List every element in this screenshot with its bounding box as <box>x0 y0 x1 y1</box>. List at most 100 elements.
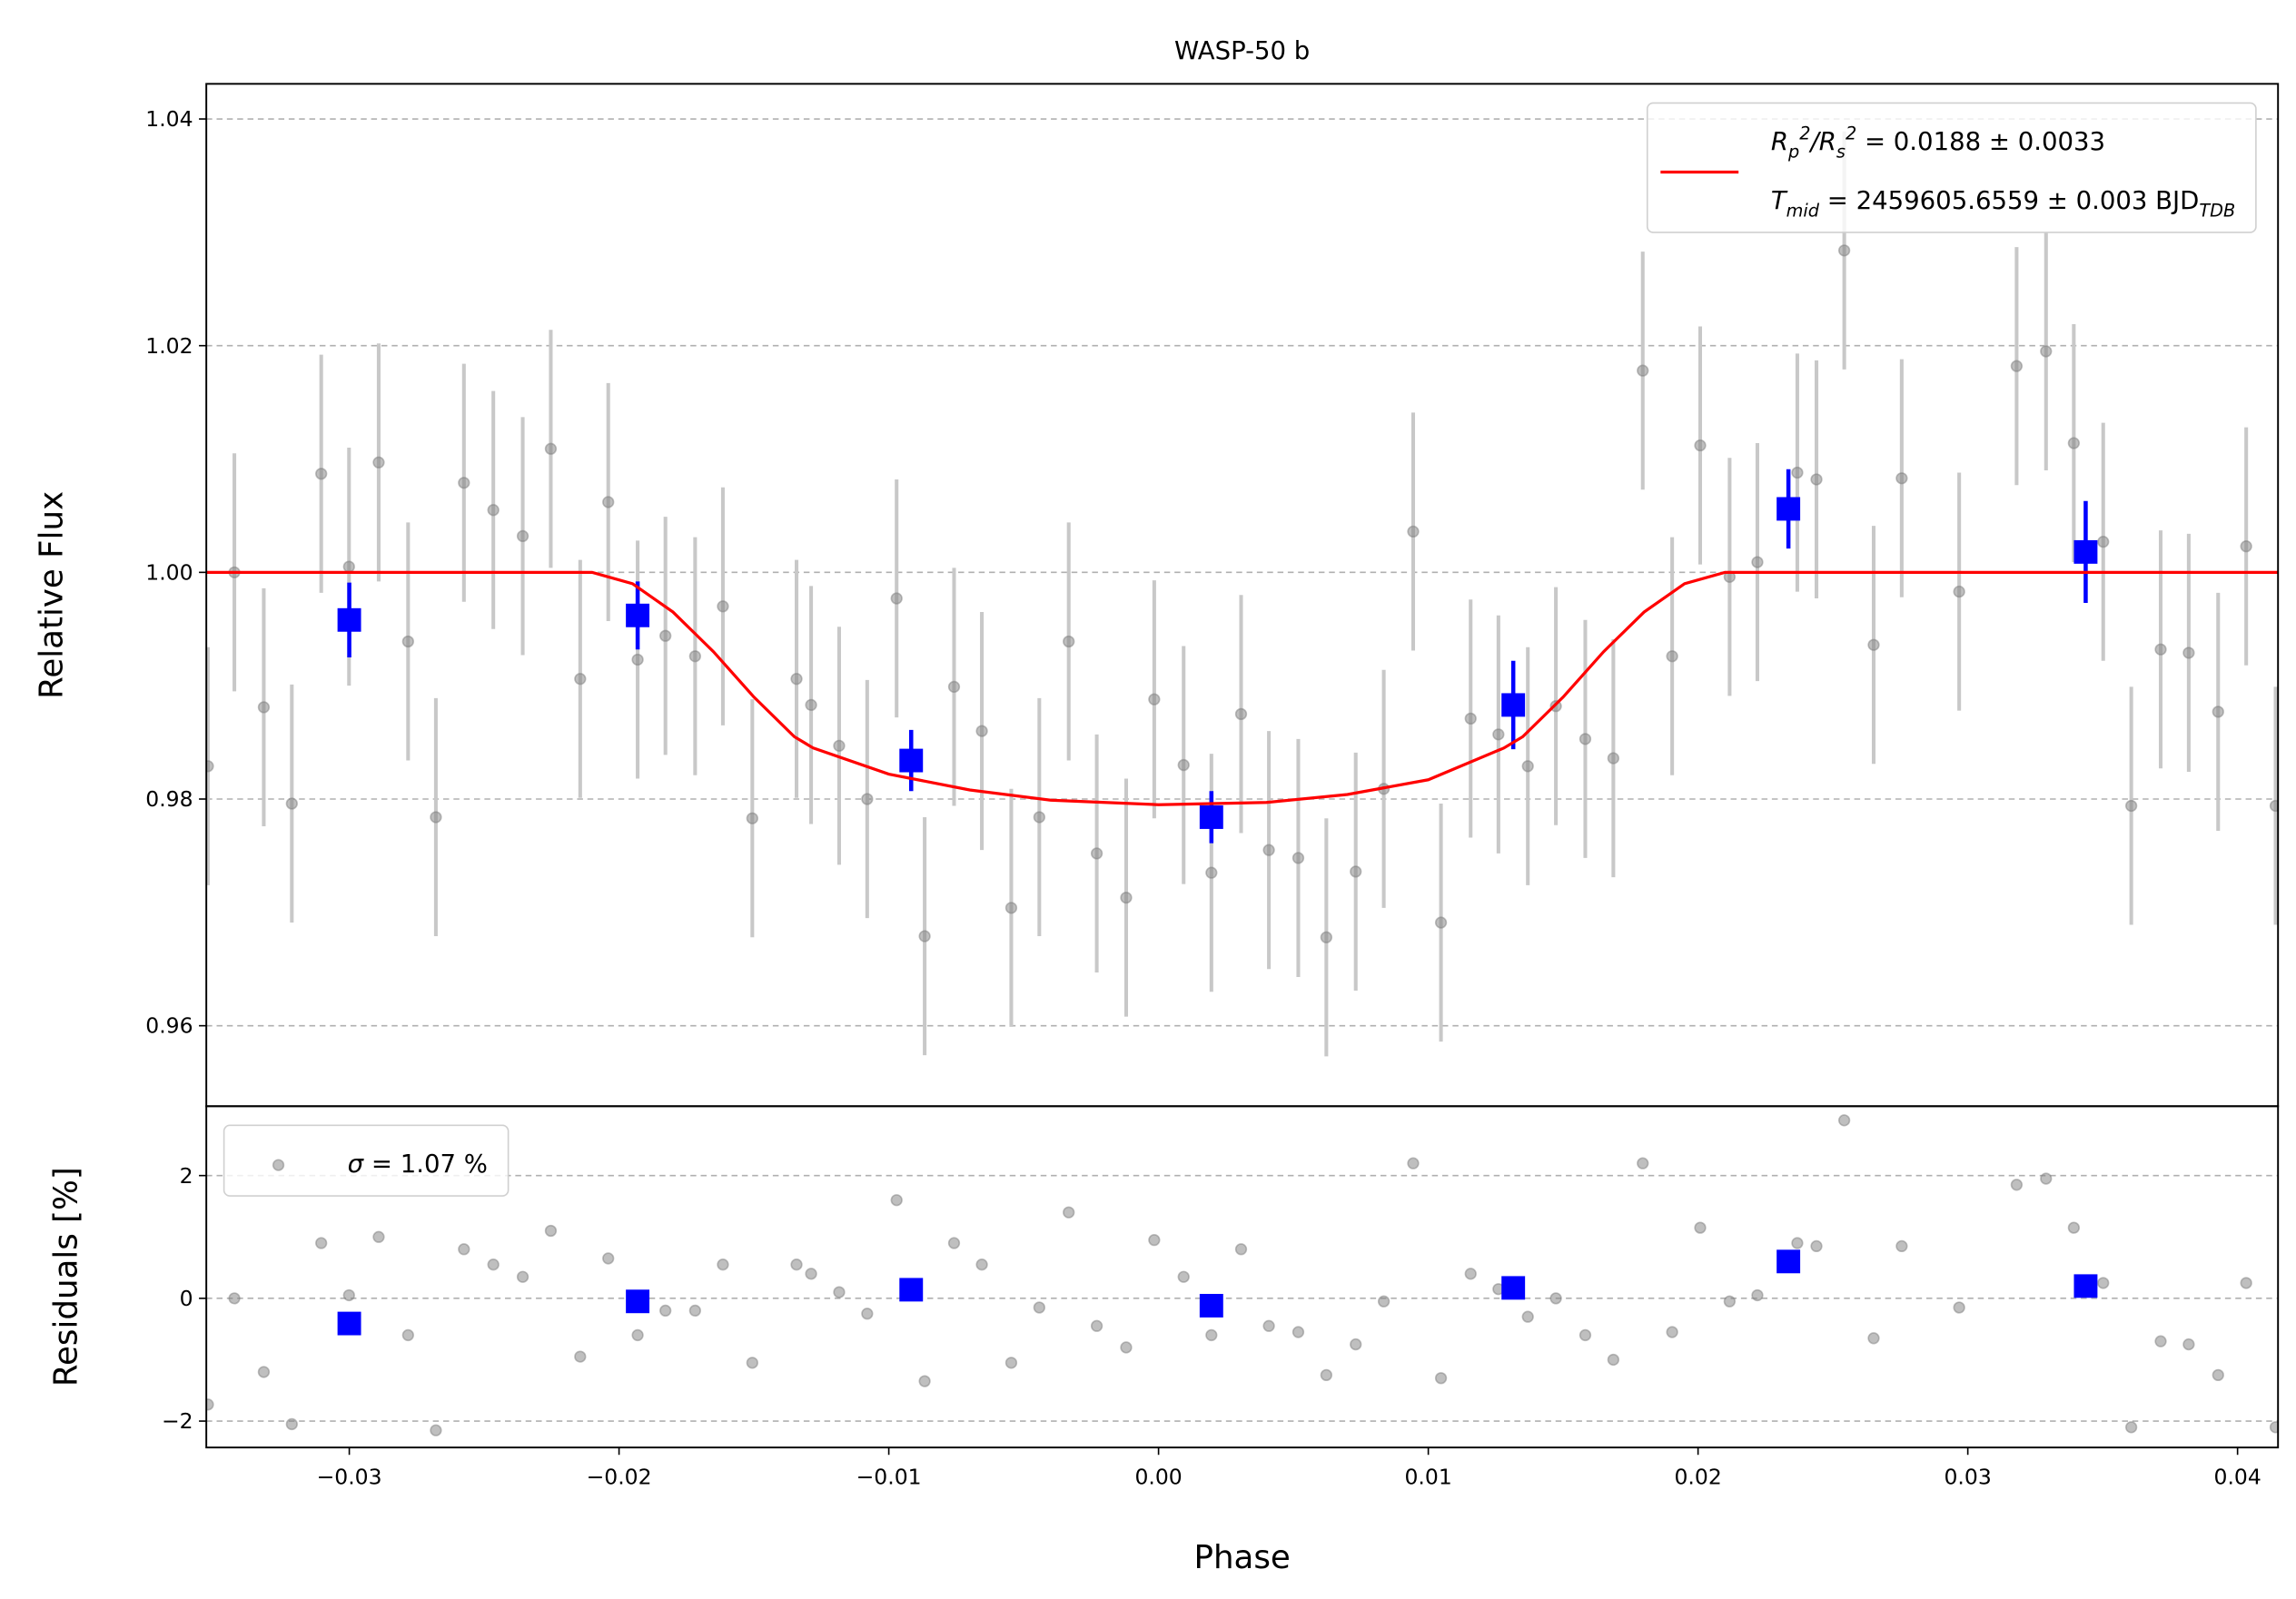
data-point <box>1292 1326 1305 1338</box>
data-point <box>1666 1326 1678 1338</box>
data-point <box>1694 1221 1707 1234</box>
data-point <box>487 1258 500 1271</box>
model-line <box>206 570 2279 806</box>
y-tick-label: 1.04 <box>145 106 193 132</box>
data-point <box>206 1398 214 1411</box>
data-point <box>1521 1310 1534 1323</box>
data-point <box>1090 847 1103 860</box>
binned-point <box>899 1278 924 1302</box>
data-point <box>1867 1332 1880 1345</box>
data-point <box>746 812 758 824</box>
data-point <box>1837 244 1851 257</box>
data-point <box>1234 707 1248 721</box>
data-point <box>1292 852 1305 864</box>
data-point <box>602 496 615 508</box>
plot-area <box>206 131 2279 1057</box>
data-point <box>1464 1268 1477 1280</box>
data-point <box>2182 647 2195 659</box>
data-point <box>688 1304 701 1318</box>
data-point <box>833 1286 846 1298</box>
data-point <box>401 1328 414 1342</box>
data-point <box>1578 1328 1592 1342</box>
data-point <box>372 456 385 469</box>
data-point <box>1953 585 1965 598</box>
data-point <box>206 760 214 773</box>
data-point <box>516 529 529 543</box>
y-tick-label: 0.98 <box>145 786 193 812</box>
data-point <box>257 1366 271 1378</box>
data-point <box>2097 536 2110 548</box>
data-point <box>918 1375 931 1387</box>
data-point <box>1120 891 1133 904</box>
data-point <box>918 930 931 943</box>
y-axis-label: Relative Flux <box>33 491 70 699</box>
data-point <box>1120 1341 1133 1354</box>
data-point <box>2154 1335 2167 1347</box>
x-tick-label: −0.01 <box>856 1465 922 1490</box>
data-point <box>544 442 558 455</box>
data-point <box>1205 1328 1218 1342</box>
data-point <box>401 635 414 648</box>
data-point <box>975 725 988 737</box>
data-point <box>2124 799 2138 813</box>
frame <box>205 1105 2280 1449</box>
y-tick-label: 1.02 <box>145 333 193 359</box>
binned-point <box>1501 693 1526 717</box>
data-point <box>1434 1372 1448 1385</box>
legend: σ = 1.07 % <box>223 1124 510 1197</box>
data-point <box>805 698 817 712</box>
data-point <box>659 629 672 642</box>
data-point <box>2010 360 2024 372</box>
data-point <box>2097 1277 2110 1289</box>
data-point <box>1837 1114 1851 1127</box>
data-point <box>1177 758 1190 772</box>
data-point <box>790 1258 803 1271</box>
data-point <box>285 797 298 810</box>
data-point <box>890 1194 903 1207</box>
data-point <box>342 1288 355 1302</box>
legend: Rp2/Rs2 = 0.0188 ± 0.0033 Tmid = 2459605.… <box>1646 102 2257 233</box>
data-point <box>790 673 803 686</box>
data-point <box>1637 1157 1649 1170</box>
data-point <box>1205 866 1218 879</box>
data-point <box>861 1308 874 1320</box>
binned-point <box>1199 805 1223 829</box>
data-point <box>717 1258 729 1271</box>
data-point <box>516 1270 529 1283</box>
data-point <box>1810 1239 1823 1253</box>
legend-label: Rp2/Rs2 = 0.0188 ± 0.0033 Tmid = 2459605.… <box>1771 123 2235 222</box>
binned-point <box>1199 1294 1223 1318</box>
data-point <box>1063 635 1075 648</box>
data-point <box>1234 1243 1248 1256</box>
data-point <box>1063 1206 1075 1219</box>
binned-point <box>1776 1249 1801 1274</box>
data-point <box>2269 799 2279 813</box>
data-point <box>2212 706 2224 718</box>
data-point <box>1262 844 1275 856</box>
data-point <box>602 1252 615 1265</box>
data-point <box>1407 1157 1420 1170</box>
data-point <box>1033 1301 1045 1314</box>
x-tick-label: 0.03 <box>1944 1465 1991 1490</box>
data-point <box>1377 1295 1390 1308</box>
x-tick-label: 0.00 <box>1134 1465 1182 1490</box>
data-point <box>890 592 903 605</box>
x-tick-label: −0.02 <box>587 1465 652 1490</box>
data-point <box>1492 728 1505 741</box>
data-point <box>430 811 442 824</box>
data-point <box>458 1243 470 1256</box>
x-tick-label: −0.03 <box>317 1465 382 1490</box>
y-tick-label: 0 <box>180 1286 193 1311</box>
data-point <box>342 560 355 573</box>
data-point <box>1637 364 1649 377</box>
data-point <box>2040 345 2053 358</box>
data-point <box>1262 1319 1275 1332</box>
data-point <box>746 1357 758 1369</box>
y-tick-label: 2 <box>180 1163 193 1189</box>
x-tick-label: 0.01 <box>1404 1465 1451 1490</box>
data-point <box>688 650 701 663</box>
data-point <box>1791 1237 1804 1249</box>
data-point <box>2269 1421 2279 1434</box>
